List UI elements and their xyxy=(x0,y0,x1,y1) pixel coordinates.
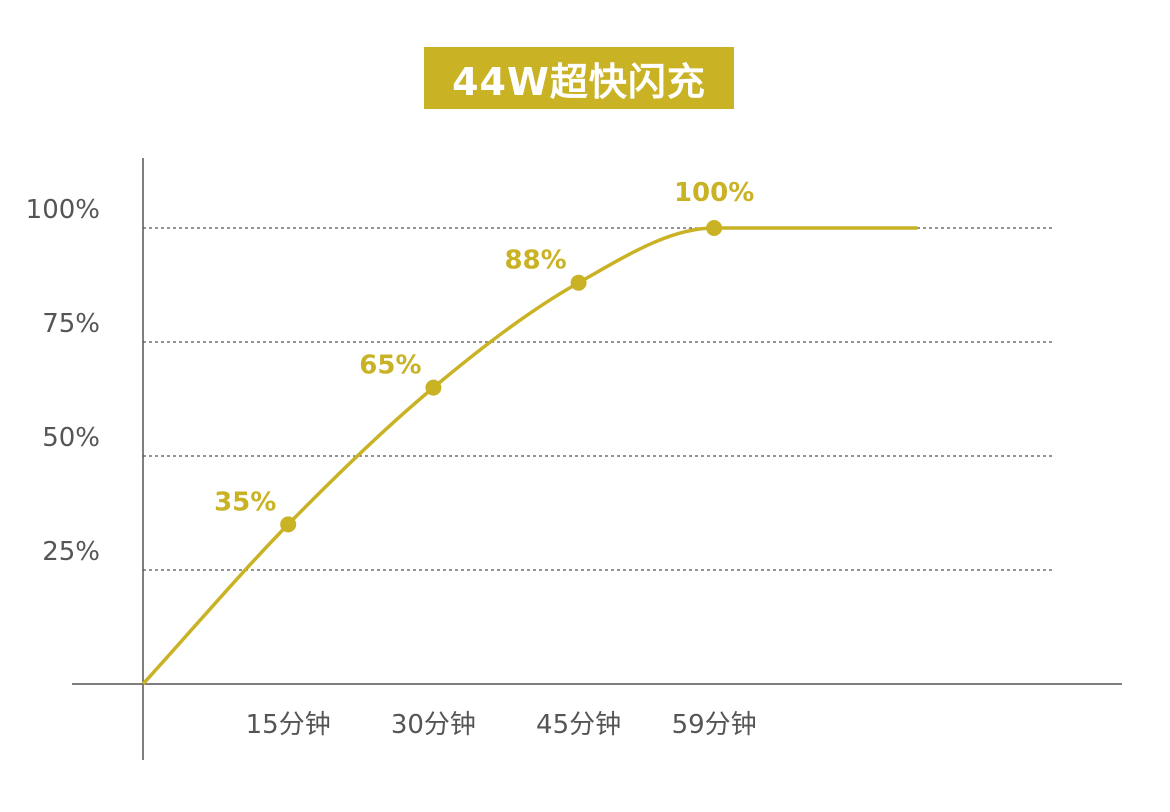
y-tick-labels: 25% 50% 75% 100% xyxy=(26,195,100,567)
data-point-45 xyxy=(570,274,587,291)
data-label-15: 35% xyxy=(214,487,276,517)
y-tick-label-50: 50% xyxy=(42,423,100,453)
x-tick-label-45: 45分钟 xyxy=(536,710,621,740)
series-line xyxy=(141,226,918,686)
data-label-45: 88% xyxy=(504,246,566,276)
x-tick-label-15: 15分钟 xyxy=(246,710,331,740)
x-tick-label-30: 30分钟 xyxy=(391,710,476,740)
y-tick-label-100: 100% xyxy=(26,195,100,225)
data-point-15 xyxy=(280,516,297,533)
y-tick-label-25: 25% xyxy=(42,537,100,567)
data-point-30 xyxy=(425,379,442,396)
y-tick-label-75: 75% xyxy=(42,309,100,339)
data-point-59 xyxy=(706,220,723,236)
grid-lines xyxy=(143,227,1052,571)
data-label-59: 100% xyxy=(674,178,754,208)
data-labels: 35% 65% 88% 100% xyxy=(214,178,754,517)
chart-title: 44W超快闪充 xyxy=(452,59,706,104)
x-tick-labels: 15分钟 30分钟 45分钟 59分钟 xyxy=(246,710,757,740)
data-label-30: 65% xyxy=(359,351,421,381)
x-tick-label-59: 59分钟 xyxy=(672,710,757,740)
chart-title-box: 44W超快闪充 xyxy=(424,47,734,109)
data-points xyxy=(280,220,723,533)
